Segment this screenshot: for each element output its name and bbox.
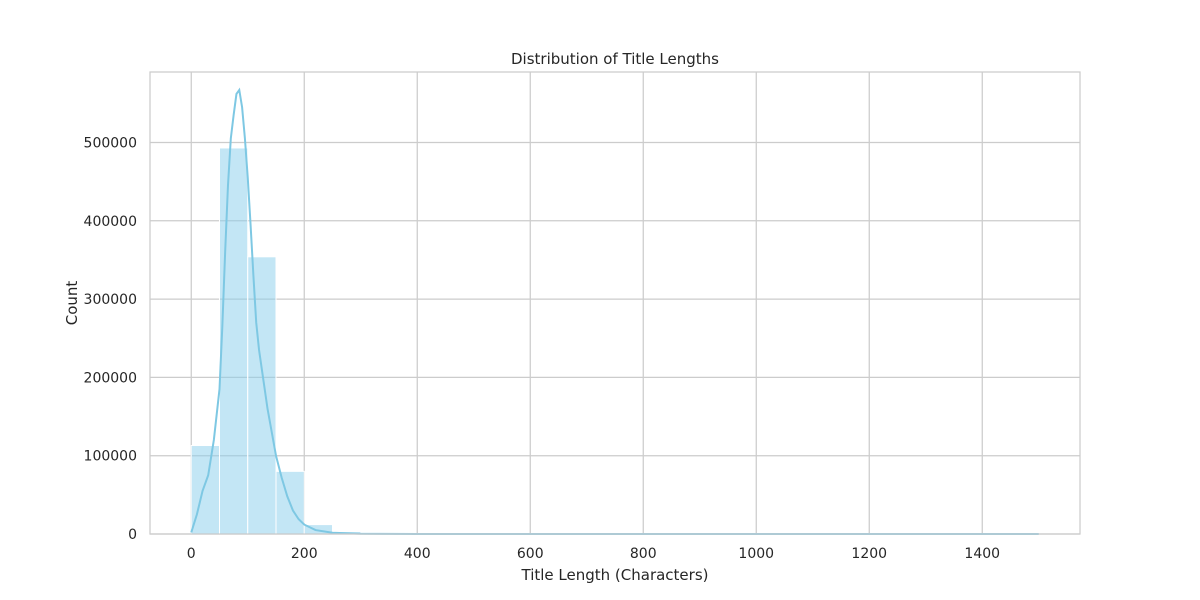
x-tick-label: 1000 <box>738 546 774 562</box>
plot-background <box>150 72 1080 534</box>
y-axis-title: Count <box>63 281 81 326</box>
y-tick-label: 500000 <box>84 135 137 151</box>
grid-lines <box>150 72 1080 535</box>
x-tick-label: 1200 <box>851 546 887 562</box>
x-axis-title: Title Length (Characters) <box>521 566 709 584</box>
y-tick-label: 200000 <box>84 370 137 386</box>
x-tick-label: 1400 <box>964 546 1000 562</box>
y-tick-label: 0 <box>128 527 137 543</box>
y-tick-label: 400000 <box>84 214 137 230</box>
y-tick-label: 300000 <box>84 292 137 308</box>
plot-frame <box>149 71 1081 535</box>
histogram-bar <box>247 256 277 535</box>
histogram-bar <box>218 147 249 535</box>
y-tick-labels: 0 100000 200000 300000 400000 500000 <box>84 135 137 543</box>
kde-curve <box>190 87 1039 535</box>
x-tick-labels: 0 200 400 600 800 1000 1200 1400 <box>187 546 1000 562</box>
x-tick-label: 0 <box>187 546 196 562</box>
x-tick-label: 600 <box>517 546 544 562</box>
x-tick-label: 200 <box>291 546 318 562</box>
x-tick-label: 800 <box>630 546 657 562</box>
chart-title: Distribution of Title Lengths <box>511 50 719 68</box>
y-tick-label: 100000 <box>84 449 137 465</box>
histogram-bars <box>190 147 1040 535</box>
x-tick-label: 400 <box>404 546 431 562</box>
